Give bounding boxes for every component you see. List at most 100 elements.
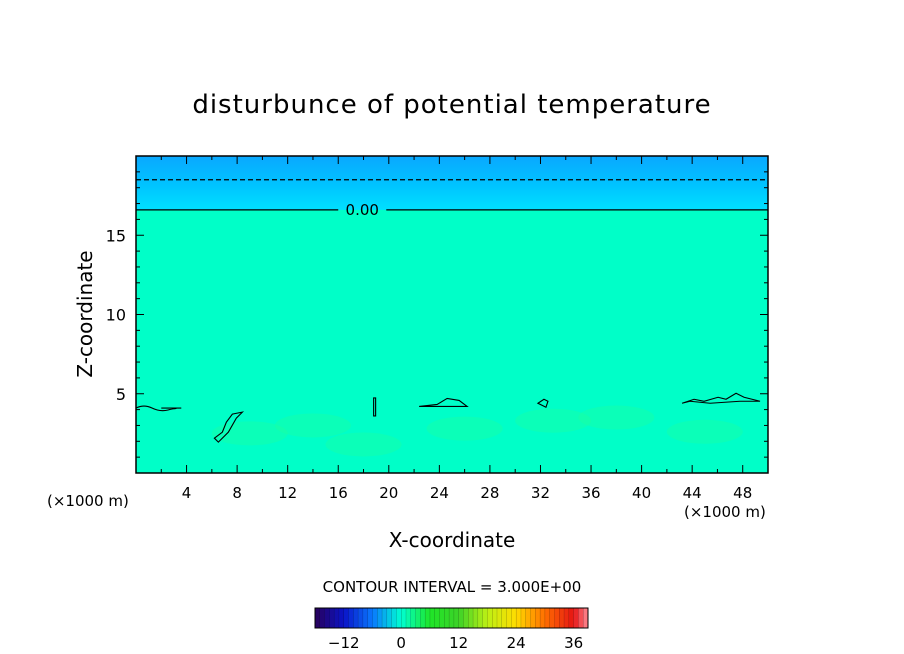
colorbar-cell: [444, 607, 450, 629]
colorbar-cell: [372, 607, 378, 629]
colorbar-cell: [453, 607, 460, 629]
x-tick-label: 28: [480, 484, 499, 502]
colorbar-cell: [573, 607, 579, 629]
colorbar-cell: [511, 607, 517, 629]
colorbar-cell: [458, 607, 464, 629]
x-tick-label: 32: [531, 484, 550, 502]
field-positive-patch: [578, 405, 655, 430]
x-tick-label: 12: [278, 484, 297, 502]
colorbar-cell: [357, 607, 364, 629]
colorbar-cell: [420, 607, 426, 629]
x-tick-label: 24: [430, 484, 449, 502]
contour-line-small: [135, 405, 177, 412]
colorbar-cell: [568, 607, 575, 629]
contour-line-small: [681, 392, 761, 404]
colorbar-tick-label: 0: [396, 634, 406, 652]
colorbar-cell: [324, 607, 330, 629]
colorbar-cell: [424, 607, 431, 629]
colorbar-cell: [391, 607, 397, 629]
colorbar-cell: [439, 607, 445, 629]
x-unit-right: (×1000 m): [684, 503, 766, 521]
colorbar-cell: [396, 607, 402, 629]
x-tick-label: 40: [632, 484, 651, 502]
colorbar-cell: [482, 607, 488, 629]
chart-title: disturbunce of potential temperature: [192, 90, 711, 120]
colorbar-cell: [405, 607, 412, 629]
colorbar-cell: [429, 607, 436, 629]
colorbar-cell: [559, 607, 565, 629]
colorbar-cell: [333, 607, 340, 629]
colorbar-cell: [554, 607, 560, 629]
colorbar-cell: [520, 607, 527, 629]
colorbar-cell: [448, 607, 455, 629]
x-unit-left: (×1000 m): [47, 492, 129, 510]
colorbar-frame: [314, 607, 589, 629]
colorbar-cell: [415, 607, 421, 629]
colorbar-cell: [434, 607, 441, 629]
colorbar-cell: [362, 607, 369, 629]
colorbar-cell: [515, 607, 522, 629]
y-axis-label: Z-coordinate: [73, 250, 97, 377]
colorbar-cell: [381, 607, 388, 629]
plot-area: 0.00: [135, 155, 769, 474]
colorbar-cell: [348, 607, 354, 629]
x-tick-label: 44: [683, 484, 702, 502]
colorbar-cell: [472, 607, 479, 629]
colorbar-cell: [530, 607, 536, 629]
colorbar-cell: [468, 607, 474, 629]
colorbar-cell: [578, 607, 584, 629]
y-tick-label: 15: [106, 226, 126, 245]
contour-line-small: [373, 397, 377, 417]
colorbar-cell: [501, 607, 508, 629]
field-positive-patch: [426, 416, 503, 441]
colorbar-cell: [377, 607, 383, 629]
colorbar-cell: [535, 607, 541, 629]
colorbar-cell: [367, 607, 373, 629]
colorbar-cell: [525, 607, 532, 629]
colorbar-cell: [314, 607, 321, 629]
colorbar-cell: [410, 607, 417, 629]
field-positive-patch: [325, 432, 402, 457]
colorbar-cell: [549, 607, 555, 629]
colorbar-cell: [338, 607, 345, 629]
field-positive-patch: [666, 419, 743, 444]
contour-line-small: [213, 411, 245, 443]
contour-line-small: [536, 398, 549, 409]
colorbar-cell: [477, 607, 484, 629]
contour-label: 0.00: [346, 201, 379, 219]
y-axis-ticks: 5 10 15: [106, 171, 768, 458]
y-tick-label: 5: [116, 385, 126, 404]
colorbar-cell: [386, 607, 393, 629]
colorbar-cell: [506, 607, 512, 629]
field-negative-band: [136, 156, 768, 210]
colorbar: −12 0 12 24 36: [314, 607, 589, 652]
colorbar-cell: [492, 607, 498, 629]
contour-line-small: [419, 397, 469, 407]
colorbar-tick-label: −12: [328, 634, 360, 652]
x-tick-label: 8: [232, 484, 242, 502]
x-tick-label: 36: [581, 484, 600, 502]
colorbar-tick-label: 12: [449, 634, 468, 652]
contour-interval-text: CONTOUR INTERVAL = 3.000E+00: [323, 578, 582, 596]
colorbar-cell: [563, 607, 570, 629]
colorbar-cell: [343, 607, 350, 629]
colorbar-cell: [401, 607, 407, 629]
x-axis-ticks: 4 8 12 16 20 24 28 32 36 40 44 48: [160, 156, 752, 502]
x-tick-label: 48: [733, 484, 752, 502]
x-tick-label: 4: [182, 484, 192, 502]
colorbar-cell: [544, 607, 551, 629]
x-tick-label: 20: [379, 484, 398, 502]
field-positive-patch: [515, 408, 592, 433]
colorbar-cell: [496, 607, 503, 629]
colorbar-cell: [539, 607, 546, 629]
colorbar-tick-label: 36: [564, 634, 583, 652]
colorbar-cell: [353, 607, 359, 629]
colorbar-cell: [329, 607, 335, 629]
colorbar-cell: [319, 607, 326, 629]
x-axis-label: X-coordinate: [389, 528, 516, 552]
y-tick-label: 10: [106, 306, 126, 325]
field-positive-patch: [274, 413, 351, 438]
x-tick-label: 16: [329, 484, 348, 502]
colorbar-cell: [487, 607, 493, 629]
